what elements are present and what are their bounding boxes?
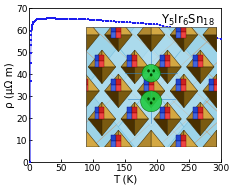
Text: Y$_5$Ir$_6$Sn$_{18}$: Y$_5$Ir$_6$Sn$_{18}$ (161, 13, 215, 28)
Y-axis label: ρ (μΩ m): ρ (μΩ m) (5, 63, 15, 108)
X-axis label: T (K): T (K) (113, 174, 137, 184)
